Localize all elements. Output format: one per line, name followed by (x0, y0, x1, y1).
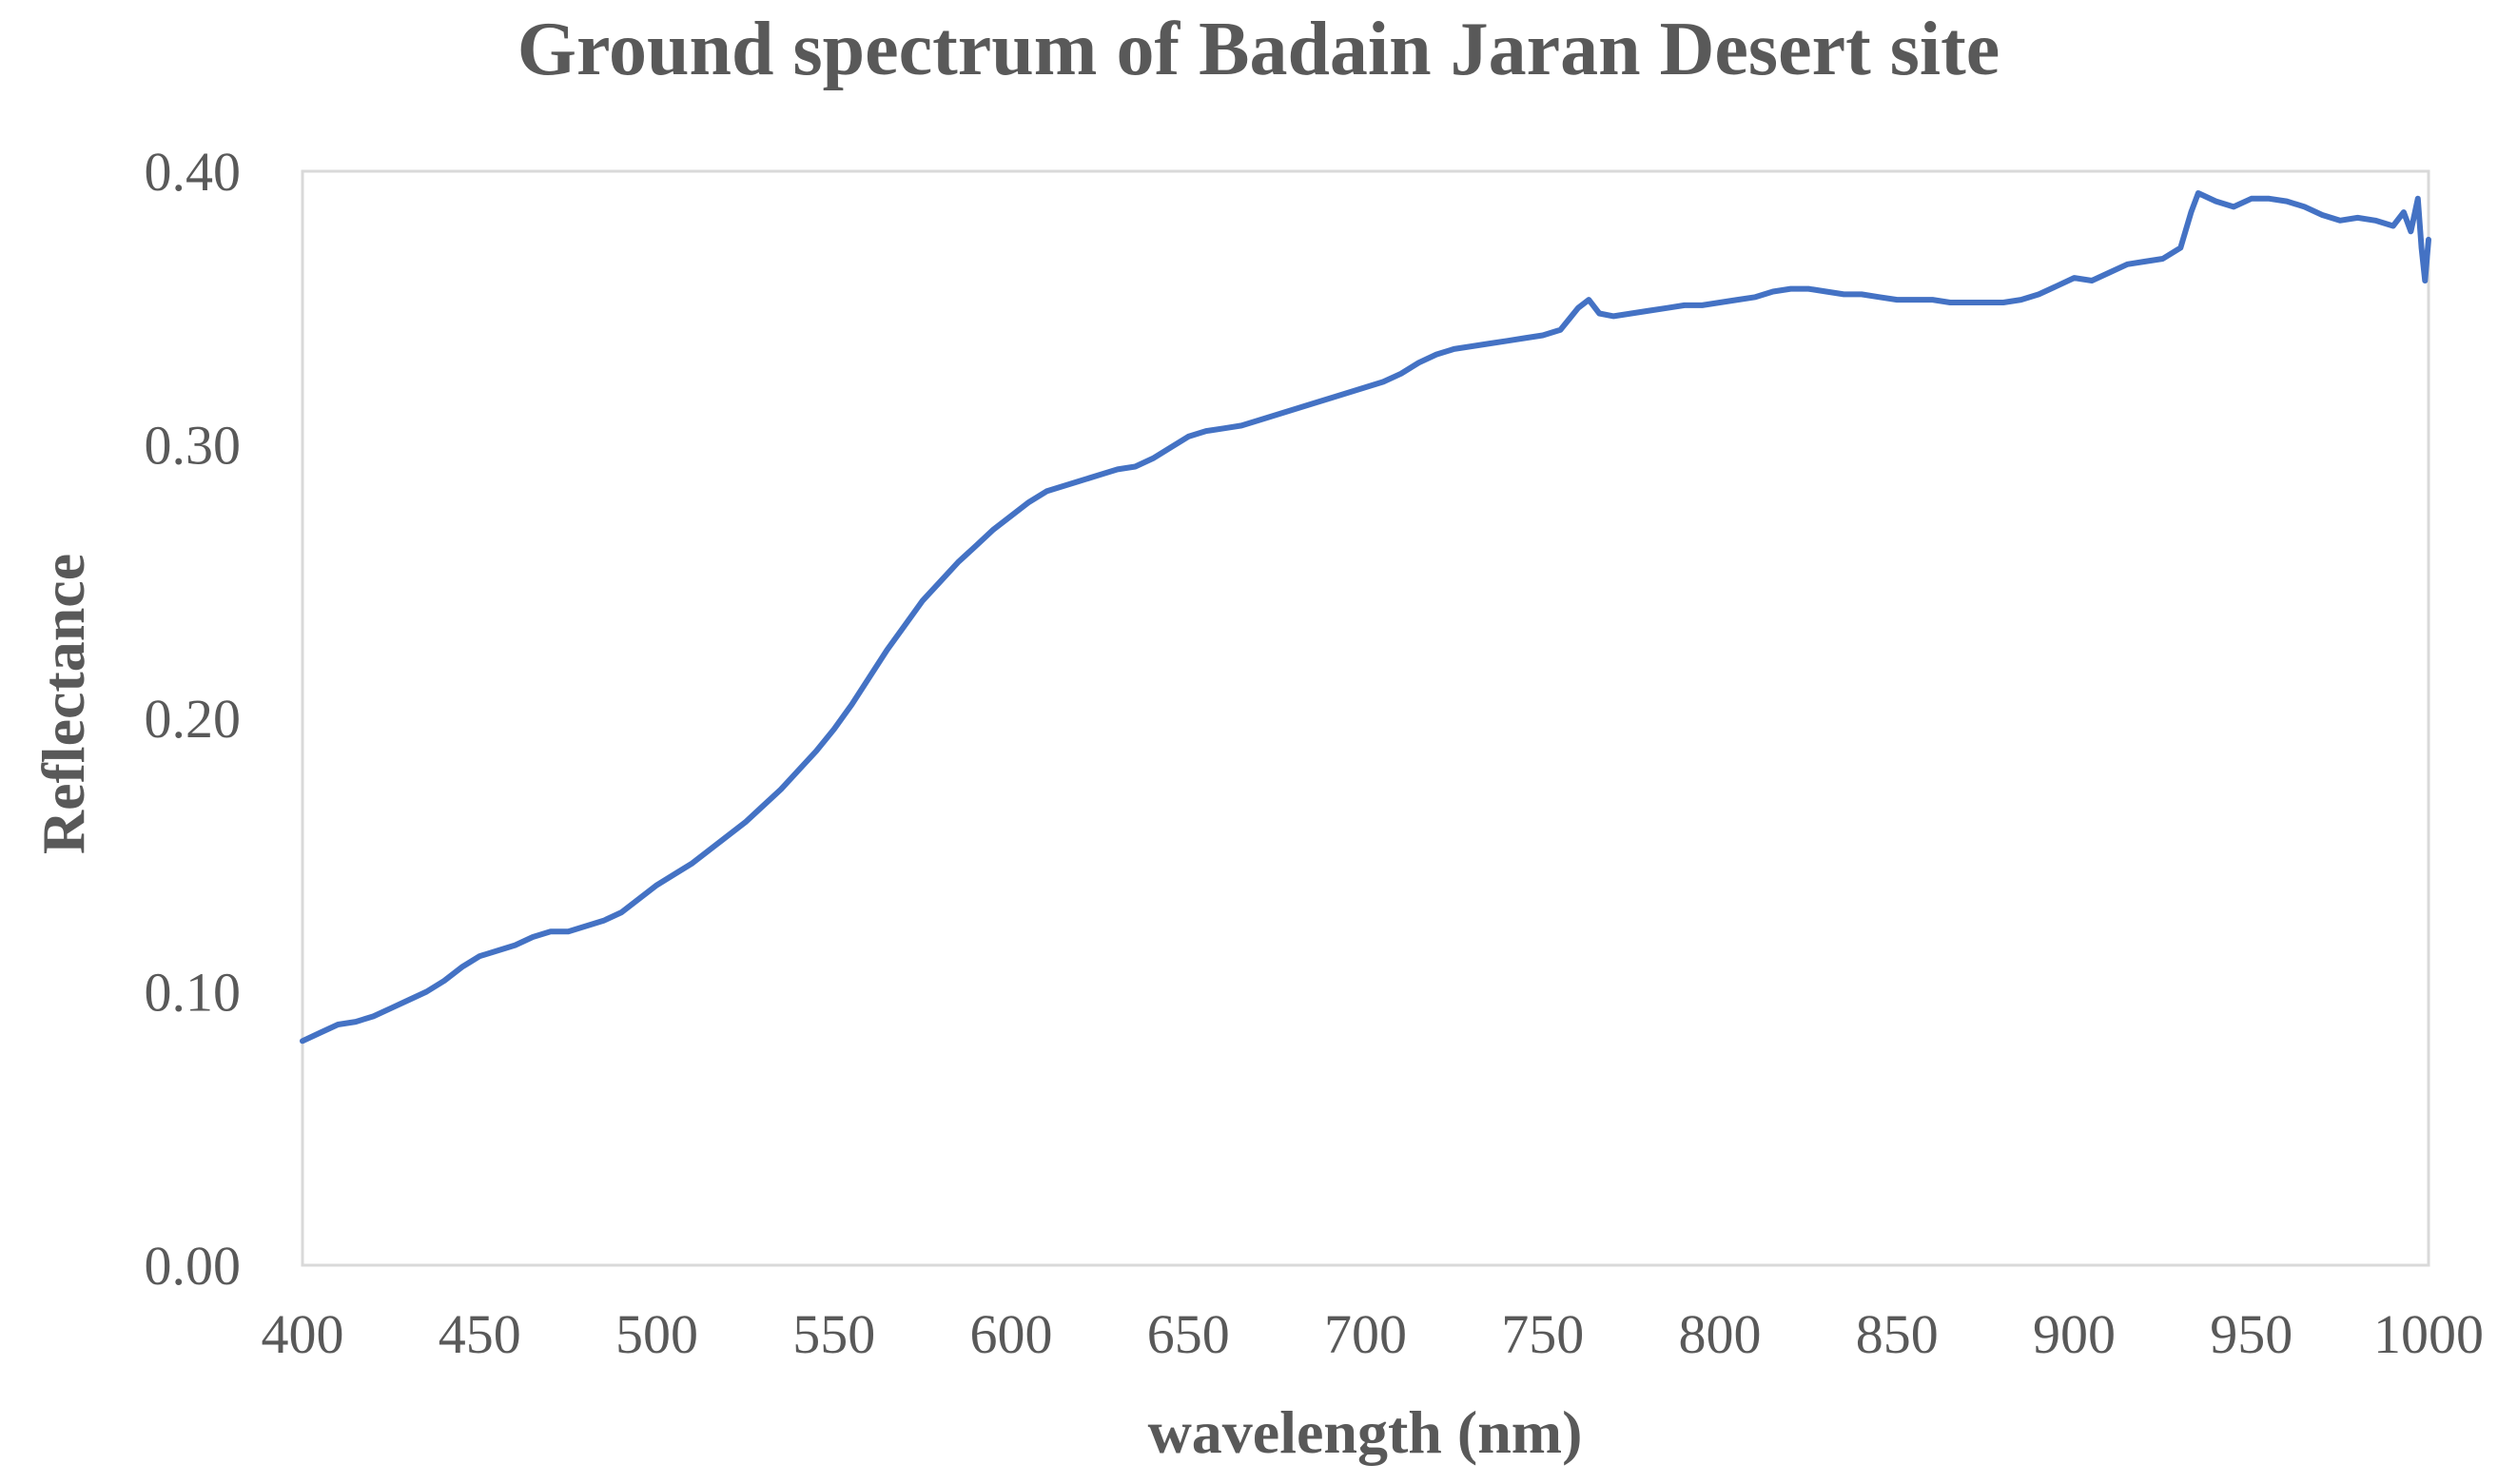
series-line (300, 190, 2431, 1045)
x-axis: 400 450 500 550 600 650 700 750 800 850 900 950 1000 (262, 1303, 2485, 1365)
x-tick-label: 550 (792, 1303, 875, 1365)
x-tick-label: 750 (1501, 1303, 1584, 1365)
plot-area-border (301, 169, 2430, 1267)
chart-title: Ground spectrum of Badain Jaran Desert s… (517, 8, 2000, 91)
x-tick-label: 850 (1856, 1303, 1939, 1365)
x-axis-title: wavelength (nm) (1148, 1398, 1583, 1466)
y-tick-label: 0.00 (145, 1235, 242, 1297)
y-tick-label: 0.30 (145, 415, 242, 477)
x-tick-label: 700 (1324, 1303, 1407, 1365)
y-axis: 0.00 0.10 0.20 0.30 0.40 (145, 141, 242, 1297)
x-tick-label: 800 (1679, 1303, 1762, 1365)
x-tick-label: 400 (262, 1303, 344, 1365)
y-tick-label: 0.10 (145, 962, 242, 1024)
x-tick-label: 950 (2210, 1303, 2293, 1365)
y-tick-label: 0.20 (145, 688, 242, 750)
x-tick-label: 600 (970, 1303, 1053, 1365)
x-tick-label: 450 (439, 1303, 521, 1365)
x-tick-label: 500 (615, 1303, 698, 1365)
x-tick-label: 900 (2033, 1303, 2116, 1365)
y-axis-title: Reflectance (29, 554, 97, 854)
x-tick-label: 1000 (2373, 1303, 2484, 1365)
y-tick-label: 0.40 (145, 141, 242, 203)
x-tick-label: 650 (1147, 1303, 1230, 1365)
